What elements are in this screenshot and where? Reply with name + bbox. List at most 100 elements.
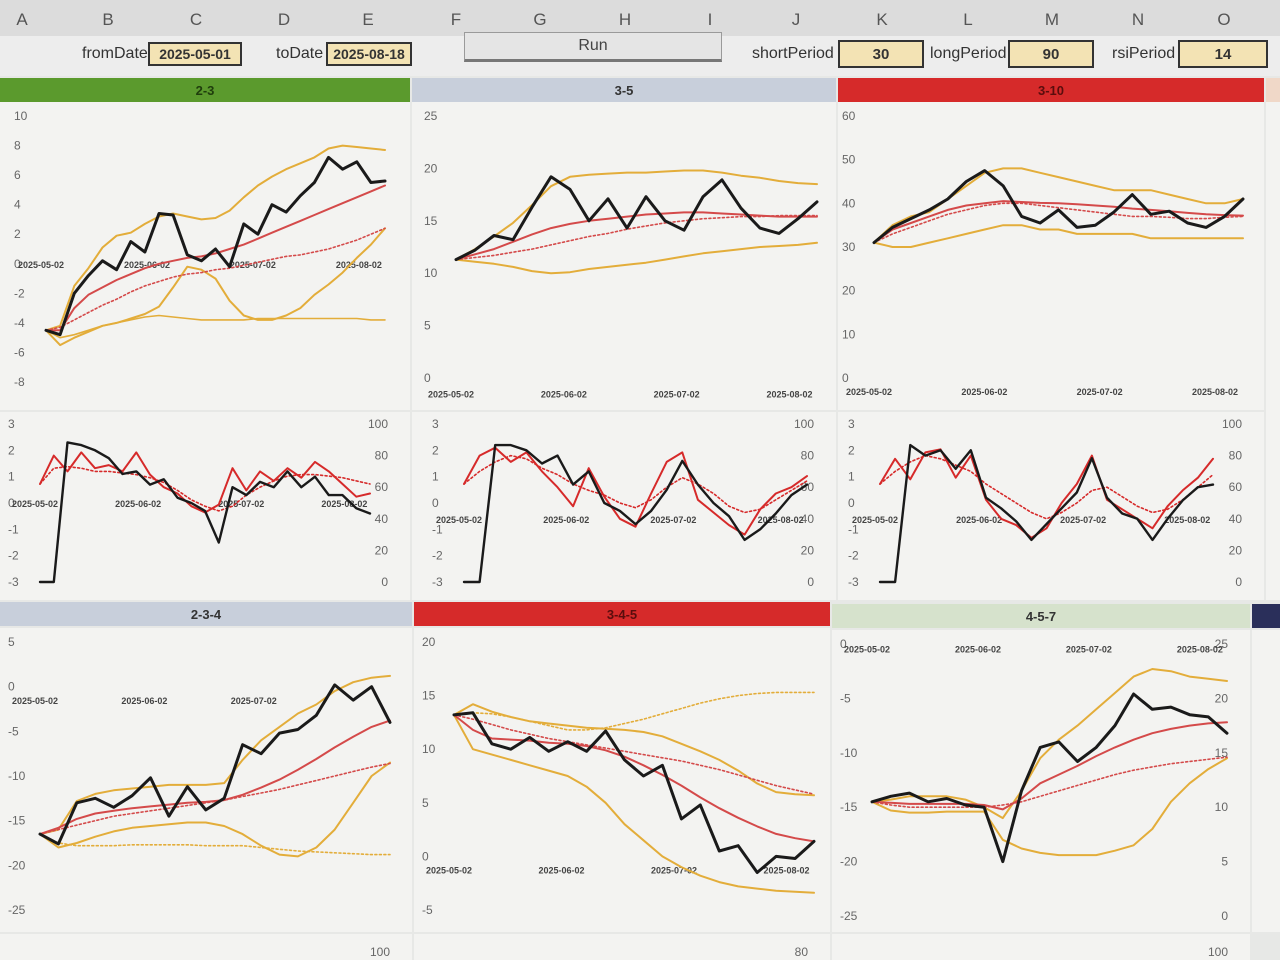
y-tick-label: -3 xyxy=(432,575,443,589)
rsi-2-3-4-svg: 3100 xyxy=(370,945,390,959)
rsi-chart-3-5[interactable]: -3 -2 -1 0 1 2 3 0 20 40 60 80 100 2025-05-02 2025-06-… xyxy=(412,412,836,600)
section-header-label: 2-3 xyxy=(195,82,215,98)
y-tick-label: 20 xyxy=(422,635,436,649)
section-header-2-3[interactable]: 2-3 xyxy=(0,78,410,102)
series-line-lower2 xyxy=(39,833,391,856)
y-tick-label-right: 60 xyxy=(375,480,389,494)
series-line-ma_long xyxy=(45,227,386,332)
column-header-l[interactable]: L xyxy=(963,10,973,29)
column-header-m[interactable]: M xyxy=(1044,10,1060,29)
y-tick-label-right: 80 xyxy=(795,945,809,959)
section-header-4-5-7[interactable]: 4-5-7 xyxy=(832,604,1250,628)
rsi-chart-3-4-5[interactable]: 280 xyxy=(414,934,830,960)
y-tick-label-right: 0 xyxy=(1235,575,1242,589)
x-tick-label: 2025-07-02 xyxy=(651,865,697,875)
x-tick-label: 2025-05-02 xyxy=(428,390,474,400)
series-line-upper2 xyxy=(453,691,815,731)
section-header-2-3-4[interactable]: 2-3-4 xyxy=(0,602,412,626)
series-line-price xyxy=(44,155,387,337)
section-header-3-5[interactable]: 3-5 xyxy=(412,78,836,102)
column-header-n[interactable]: N xyxy=(1131,10,1145,29)
to-date-cell[interactable]: 2025-08-18 xyxy=(326,42,412,66)
y-tick-label: 10 xyxy=(424,266,438,280)
column-header-c[interactable]: C xyxy=(189,10,203,29)
price-chart-4-5-7[interactable]: -25 -20 -15 -10 -5 0 0 5 10 15 20 25 2025-05-02 2025-… xyxy=(832,630,1250,932)
y-tick-label-right: 5 xyxy=(1221,855,1228,869)
y-tick-label: 0 xyxy=(14,257,21,271)
price-chart-3-4-5[interactable]: -5 0 5 10 15 20 2025-05-02 2025-06-02 2025-07-02… xyxy=(414,628,830,932)
price-chart-2-3-4[interactable]: -25 -20 -15 -10 -5 0 5 2025-05-02 2025-06-02 2025… xyxy=(0,628,412,932)
short-period-cell[interactable]: 30 xyxy=(838,40,924,68)
partial-chart-right-lower xyxy=(1252,630,1280,932)
y-tick-label: -25 xyxy=(8,903,26,917)
y-tick-label: -5 xyxy=(422,903,433,917)
column-header-o[interactable]: O xyxy=(1217,10,1231,29)
series-line-osc xyxy=(462,443,809,584)
column-header-d[interactable]: D xyxy=(277,10,291,29)
price-3-10-svg: 0 10 20 30 40 50 60 2025-05-02 2025-06-02 2025-07… xyxy=(842,109,1245,397)
x-tick-label: 2025-06-02 xyxy=(955,644,1001,654)
y-tick-label: -1 xyxy=(432,522,443,536)
y-tick-label: 4 xyxy=(14,198,21,212)
run-button[interactable]: Run xyxy=(464,32,722,62)
price-chart-3-10[interactable]: 0 10 20 30 40 50 60 2025-05-02 2025-06-02 2025-07… xyxy=(838,102,1264,410)
y-tick-label: 5 xyxy=(422,796,429,810)
column-header-f[interactable]: F xyxy=(450,10,462,29)
section-header-label: 3-10 xyxy=(1037,82,1065,98)
x-tick-label: 2025-06-02 xyxy=(539,865,585,875)
column-header-h[interactable]: H xyxy=(618,10,632,29)
to-date-label: toDate xyxy=(276,45,324,62)
x-tick-label: 2025-07-02 xyxy=(650,515,696,525)
column-header-j[interactable]: J xyxy=(791,10,801,29)
section-header-label: 3-4-5 xyxy=(606,606,638,622)
long-period-cell[interactable]: 90 xyxy=(1008,40,1094,68)
y-tick-label: 0 xyxy=(422,849,429,863)
section-header-3-4-5[interactable]: 3-4-5 xyxy=(414,602,830,626)
x-tick-label: 2025-06-02 xyxy=(115,499,161,509)
series-line-price xyxy=(452,711,816,874)
y-tick-label-right: 40 xyxy=(1229,512,1243,526)
section-header-3-10[interactable]: 3-10 xyxy=(838,78,1264,102)
price-3-4-5-svg: -5 0 5 10 15 20 2025-05-02 2025-06-02 2025-07-02… xyxy=(422,635,816,917)
x-tick-label: 2025-05-02 xyxy=(852,515,898,525)
y-tick-label-right: 40 xyxy=(375,512,389,526)
series-line-lower xyxy=(871,757,1228,857)
series-line-ma_long xyxy=(871,756,1228,808)
column-header-e[interactable]: E xyxy=(362,10,374,29)
section-header-next xyxy=(1252,604,1280,628)
series-line-price xyxy=(38,683,392,846)
rsi-chart-4-5-7[interactable]: 3100 xyxy=(832,934,1250,960)
x-tick-label: 2025-08-02 xyxy=(766,390,812,400)
section-header-next xyxy=(1266,78,1280,102)
x-tick-label: 2025-07-02 xyxy=(1077,387,1123,397)
y-tick-label: 30 xyxy=(842,240,856,254)
x-tick-label: 2025-05-02 xyxy=(436,515,482,525)
section-header-label: 3-5 xyxy=(614,82,634,98)
column-header-g[interactable]: G xyxy=(533,10,547,29)
y-tick-label: -1 xyxy=(848,522,859,536)
rsi-chart-2-3-4[interactable]: 3100 xyxy=(0,934,412,960)
x-tick-label: 2025-08-02 xyxy=(758,515,804,525)
rsi-chart-2-3[interactable]: -3 -2 -1 0 1 2 3 0 20 40 60 80 100 2025-05-02 2025-06-… xyxy=(0,412,410,600)
y-tick-label: 50 xyxy=(842,153,856,167)
column-header-k[interactable]: K xyxy=(876,10,888,29)
rsi-chart-3-10[interactable]: -3 -2 -1 0 1 2 3 0 20 40 60 80 100 2025-05-02 2025-06-… xyxy=(838,412,1264,600)
short-period-label: shortPeriod xyxy=(752,45,834,62)
price-chart-2-3[interactable]: -8 -6 -4 -2 0 2 4 6 8 10 2025-05-02 2025-06-02 2025-… xyxy=(0,102,410,410)
column-header-a[interactable]: A xyxy=(16,10,28,29)
price-chart-3-5[interactable]: 0 5 10 15 20 25 2025-05-02 2025-06-02 2025-07-02… xyxy=(412,102,836,410)
y-tick-label: 20 xyxy=(424,161,438,175)
y-tick-label: 3 xyxy=(848,417,855,431)
column-header-b[interactable]: B xyxy=(102,10,114,29)
y-tick-label: 1 xyxy=(848,470,855,484)
rsi-period-cell[interactable]: 14 xyxy=(1178,40,1268,68)
y-tick-label: 15 xyxy=(422,689,436,703)
x-tick-label: 2025-07-02 xyxy=(218,499,264,509)
series-line-ma_long xyxy=(453,714,815,795)
y-tick-label-right: 20 xyxy=(1215,691,1229,705)
series-line-lower xyxy=(873,224,1244,248)
column-header-i[interactable]: I xyxy=(707,10,713,29)
x-tick-label: 2025-05-02 xyxy=(846,387,892,397)
y-tick-label-right: 10 xyxy=(1215,800,1229,814)
from-date-cell[interactable]: 2025-05-01 xyxy=(148,42,242,66)
